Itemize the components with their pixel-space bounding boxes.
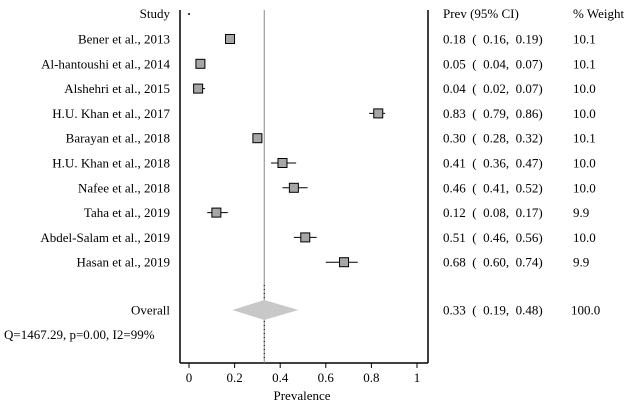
study-label: Abdel-Salam et al., 2019: [40, 230, 170, 245]
study-row: Alshehri et al., 2015 0.04 ( 0.02, 0.07) 1…: [64, 81, 596, 96]
study-weight-text: 10.0: [573, 230, 596, 245]
study-estimate-text: 0.04 ( 0.02, 0.07): [443, 81, 543, 96]
study-estimate-box: [300, 232, 311, 243]
studies-layer: Bener et al., 2013 0.18 ( 0.16, 0.19) 10.1…: [40, 32, 595, 270]
study-row: Taha et al., 2019 0.12 ( 0.08, 0.17) 9.9: [84, 205, 589, 220]
study-label: H.U. Khan et al., 2018: [52, 156, 170, 171]
study-weight-text: 10.1: [573, 131, 596, 146]
study-label: Bener et al., 2013: [78, 32, 170, 47]
study-estimate-text: 0.83 ( 0.79, 0.86): [443, 106, 543, 121]
study-estimate-text: 0.41 ( 0.36, 0.47): [443, 156, 543, 171]
study-weight-text: 10.0: [573, 180, 596, 195]
weight-column-header: % Weight: [573, 6, 624, 21]
x-tick-label: 1: [414, 370, 421, 385]
study-label: Nafee et al., 2018: [78, 180, 170, 195]
study-weight-text: 9.9: [573, 255, 589, 270]
x-axis-label: Prevalence: [273, 388, 330, 403]
heterogeneity-text: Q=1467.29, p=0.00, I2=99%: [4, 327, 155, 342]
estimate-column-header: Prev (95% CI): [443, 6, 519, 21]
study-estimate-text: 0.30 ( 0.28, 0.32): [443, 131, 543, 146]
study-label: H.U. Khan et al., 2017: [52, 106, 170, 121]
study-estimate-box: [277, 158, 288, 168]
overall-estimate-text: 0.33 ( 0.19, 0.48): [443, 303, 543, 318]
study-row: Al-hantoushi et al., 2014 0.05 ( 0.04, 0.…: [41, 56, 596, 71]
study-row: Abdel-Salam et al., 2019 0.51 ( 0.46, 0.5…: [40, 230, 595, 245]
study-row: Nafee et al., 2018 0.46 ( 0.41, 0.52) 10.0: [78, 180, 596, 195]
study-weight-text: 10.0: [573, 156, 596, 171]
study-estimate-box: [195, 58, 206, 69]
x-tick-label: 0.2: [226, 370, 242, 385]
study-estimate-box: [373, 108, 384, 119]
study-estimate-text: 0.46 ( 0.41, 0.52): [443, 180, 543, 195]
study-column-header: Study: [140, 6, 171, 21]
study-label: Barayan et al., 2018: [66, 131, 170, 146]
study-estimate-box: [193, 83, 204, 94]
study-weight-text: 10.0: [573, 81, 596, 96]
overall-layer: Overall 0.33 ( 0.19, 0.48) 100.0: [131, 300, 600, 320]
study-estimate-box: [288, 182, 299, 193]
study-estimate-box: [339, 257, 350, 268]
study-row: Hasan et al., 2019 0.68 ( 0.60, 0.74) 9.9: [76, 255, 589, 270]
study-row: Bener et al., 2013 0.18 ( 0.16, 0.19) 10.1: [78, 32, 596, 47]
overall-weight-text: 100.0: [571, 303, 600, 318]
study-estimate-text: 0.12 ( 0.08, 0.17): [443, 205, 543, 220]
study-estimate-text: 0.18 ( 0.16, 0.19): [443, 32, 543, 47]
study-estimate-box: [252, 133, 263, 144]
study-weight-text: 10.0: [573, 106, 596, 121]
x-tick-label: 0: [186, 370, 193, 385]
study-weight-text: 10.1: [573, 32, 596, 47]
study-estimate-box: [225, 34, 236, 44]
overall-label: Overall: [131, 303, 170, 318]
study-estimate-box: [211, 207, 222, 218]
study-estimate-text: 0.05 ( 0.04, 0.07): [443, 56, 543, 71]
study-estimate-text: 0.51 ( 0.46, 0.56): [443, 230, 543, 245]
x-tick-label: 0.6: [318, 370, 335, 385]
study-label: Al-hantoushi et al., 2014: [41, 56, 170, 71]
study-label: Taha et al., 2019: [84, 205, 170, 220]
study-label: Alshehri et al., 2015: [64, 81, 170, 96]
study-label: Hasan et al., 2019: [76, 255, 170, 270]
header-marker-dot: [188, 13, 190, 15]
study-row: H.U. Khan et al., 2018 0.41 ( 0.36, 0.47)…: [52, 156, 595, 171]
study-estimate-text: 0.68 ( 0.60, 0.74): [443, 255, 543, 270]
overall-diamond: [232, 300, 299, 320]
study-row: Barayan et al., 2018 0.30 ( 0.28, 0.32) 10…: [66, 131, 596, 146]
study-weight-text: 10.1: [573, 56, 596, 71]
study-weight-text: 9.9: [573, 205, 589, 220]
x-tick-label: 0.4: [272, 370, 289, 385]
x-ticks-layer: 0 0.2 0.4 0.6 0.8 1: [186, 363, 421, 385]
x-tick-label: 0.8: [363, 370, 379, 385]
study-row: H.U. Khan et al., 2017 0.83 ( 0.79, 0.86)…: [52, 106, 595, 121]
